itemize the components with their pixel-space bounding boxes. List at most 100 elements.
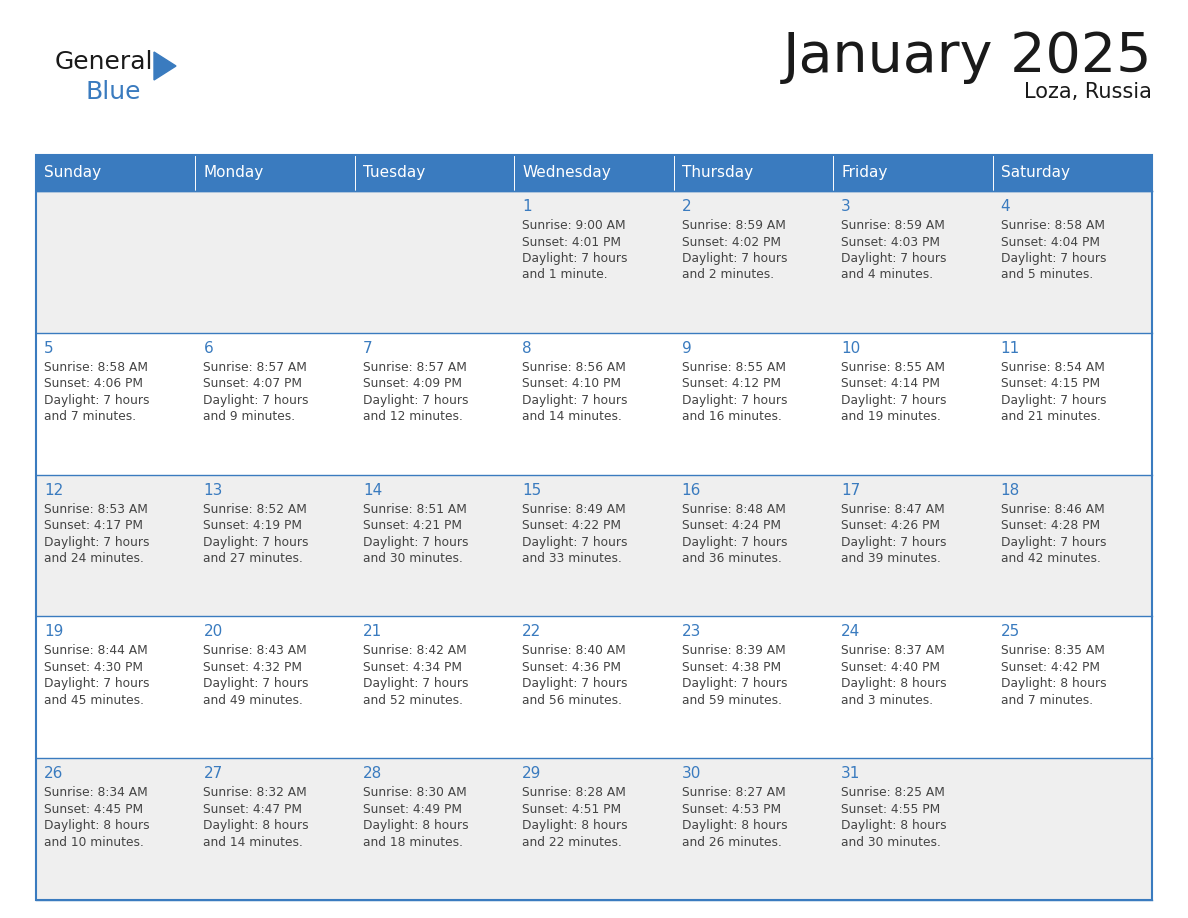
Text: Sunrise: 8:32 AM: Sunrise: 8:32 AM xyxy=(203,786,308,800)
Text: and 7 minutes.: and 7 minutes. xyxy=(44,410,137,423)
Text: Sunrise: 8:58 AM: Sunrise: 8:58 AM xyxy=(1000,219,1105,232)
Bar xyxy=(674,475,833,616)
Bar xyxy=(514,616,674,758)
Text: 10: 10 xyxy=(841,341,860,356)
Text: 18: 18 xyxy=(1000,483,1019,498)
Bar xyxy=(674,333,833,475)
Text: Daylight: 7 hours: Daylight: 7 hours xyxy=(362,394,468,407)
Bar xyxy=(36,475,196,616)
Text: 26: 26 xyxy=(44,767,63,781)
Text: and 22 minutes.: and 22 minutes. xyxy=(523,835,623,849)
Text: Sunrise: 8:40 AM: Sunrise: 8:40 AM xyxy=(523,644,626,657)
Text: Sunset: 4:36 PM: Sunset: 4:36 PM xyxy=(523,661,621,674)
Bar xyxy=(992,333,1152,475)
Bar xyxy=(833,616,992,758)
Text: Daylight: 7 hours: Daylight: 7 hours xyxy=(1000,252,1106,265)
Text: Sunset: 4:34 PM: Sunset: 4:34 PM xyxy=(362,661,462,674)
Text: Sunrise: 8:39 AM: Sunrise: 8:39 AM xyxy=(682,644,785,657)
Text: Sunset: 4:02 PM: Sunset: 4:02 PM xyxy=(682,236,781,249)
Text: Saturday: Saturday xyxy=(1000,165,1069,181)
Text: and 18 minutes.: and 18 minutes. xyxy=(362,835,463,849)
Text: Daylight: 7 hours: Daylight: 7 hours xyxy=(523,252,627,265)
Text: Sunrise: 8:53 AM: Sunrise: 8:53 AM xyxy=(44,502,147,516)
Text: Daylight: 8 hours: Daylight: 8 hours xyxy=(841,819,947,833)
Polygon shape xyxy=(154,52,176,80)
Text: 24: 24 xyxy=(841,624,860,640)
Text: 25: 25 xyxy=(1000,624,1019,640)
Text: Sunrise: 8:57 AM: Sunrise: 8:57 AM xyxy=(203,361,308,374)
Text: Sunrise: 8:48 AM: Sunrise: 8:48 AM xyxy=(682,502,785,516)
Text: Sunrise: 8:49 AM: Sunrise: 8:49 AM xyxy=(523,502,626,516)
Text: and 52 minutes.: and 52 minutes. xyxy=(362,694,463,707)
Text: Sunset: 4:24 PM: Sunset: 4:24 PM xyxy=(682,519,781,532)
Text: and 2 minutes.: and 2 minutes. xyxy=(682,268,773,282)
Text: Blue: Blue xyxy=(86,80,140,104)
Text: Sunset: 4:49 PM: Sunset: 4:49 PM xyxy=(362,802,462,816)
Bar xyxy=(833,333,992,475)
Text: and 33 minutes.: and 33 minutes. xyxy=(523,552,623,565)
Bar xyxy=(674,616,833,758)
Text: 14: 14 xyxy=(362,483,383,498)
Text: Sunrise: 8:27 AM: Sunrise: 8:27 AM xyxy=(682,786,785,800)
Text: Sunset: 4:15 PM: Sunset: 4:15 PM xyxy=(1000,377,1100,390)
Text: and 30 minutes.: and 30 minutes. xyxy=(362,552,463,565)
Bar xyxy=(196,191,355,333)
Bar xyxy=(196,616,355,758)
Text: 30: 30 xyxy=(682,767,701,781)
Text: and 3 minutes.: and 3 minutes. xyxy=(841,694,934,707)
Text: 22: 22 xyxy=(523,624,542,640)
Text: Sunset: 4:21 PM: Sunset: 4:21 PM xyxy=(362,519,462,532)
Bar xyxy=(36,758,196,900)
Bar xyxy=(674,191,833,333)
Text: and 1 minute.: and 1 minute. xyxy=(523,268,608,282)
Text: Daylight: 7 hours: Daylight: 7 hours xyxy=(523,394,627,407)
Bar xyxy=(514,758,674,900)
Text: Sunset: 4:01 PM: Sunset: 4:01 PM xyxy=(523,236,621,249)
Text: and 14 minutes.: and 14 minutes. xyxy=(523,410,623,423)
Text: and 56 minutes.: and 56 minutes. xyxy=(523,694,623,707)
Text: 29: 29 xyxy=(523,767,542,781)
Text: and 16 minutes.: and 16 minutes. xyxy=(682,410,782,423)
Text: Sunrise: 8:58 AM: Sunrise: 8:58 AM xyxy=(44,361,148,374)
Text: Sunset: 4:10 PM: Sunset: 4:10 PM xyxy=(523,377,621,390)
Text: Sunrise: 8:25 AM: Sunrise: 8:25 AM xyxy=(841,786,944,800)
Text: Sunrise: 8:59 AM: Sunrise: 8:59 AM xyxy=(682,219,785,232)
Text: 5: 5 xyxy=(44,341,53,356)
Text: Sunset: 4:09 PM: Sunset: 4:09 PM xyxy=(362,377,462,390)
Text: 7: 7 xyxy=(362,341,373,356)
Bar xyxy=(992,155,1152,191)
Bar xyxy=(992,475,1152,616)
Text: Friday: Friday xyxy=(841,165,887,181)
Text: Daylight: 7 hours: Daylight: 7 hours xyxy=(682,535,788,549)
Text: Sunrise: 8:55 AM: Sunrise: 8:55 AM xyxy=(841,361,946,374)
Text: 21: 21 xyxy=(362,624,383,640)
Text: 31: 31 xyxy=(841,767,860,781)
Text: Sunrise: 8:35 AM: Sunrise: 8:35 AM xyxy=(1000,644,1105,657)
Text: Sunset: 4:07 PM: Sunset: 4:07 PM xyxy=(203,377,303,390)
Text: and 14 minutes.: and 14 minutes. xyxy=(203,835,303,849)
Text: 19: 19 xyxy=(44,624,63,640)
Text: Thursday: Thursday xyxy=(682,165,753,181)
Text: and 5 minutes.: and 5 minutes. xyxy=(1000,268,1093,282)
Text: Daylight: 7 hours: Daylight: 7 hours xyxy=(203,677,309,690)
Bar xyxy=(514,475,674,616)
Text: Daylight: 8 hours: Daylight: 8 hours xyxy=(841,677,947,690)
Text: 12: 12 xyxy=(44,483,63,498)
Bar xyxy=(355,155,514,191)
Text: Loza, Russia: Loza, Russia xyxy=(1024,82,1152,102)
Text: Daylight: 7 hours: Daylight: 7 hours xyxy=(44,394,150,407)
Bar xyxy=(36,155,196,191)
Text: and 42 minutes.: and 42 minutes. xyxy=(1000,552,1100,565)
Bar xyxy=(196,333,355,475)
Text: Daylight: 7 hours: Daylight: 7 hours xyxy=(523,535,627,549)
Text: Wednesday: Wednesday xyxy=(523,165,611,181)
Text: Sunset: 4:32 PM: Sunset: 4:32 PM xyxy=(203,661,303,674)
Text: Daylight: 7 hours: Daylight: 7 hours xyxy=(841,535,947,549)
Text: Daylight: 7 hours: Daylight: 7 hours xyxy=(44,535,150,549)
Bar xyxy=(833,155,992,191)
Bar xyxy=(355,475,514,616)
Text: Sunrise: 8:56 AM: Sunrise: 8:56 AM xyxy=(523,361,626,374)
Text: Daylight: 7 hours: Daylight: 7 hours xyxy=(1000,394,1106,407)
Text: Sunset: 4:30 PM: Sunset: 4:30 PM xyxy=(44,661,143,674)
Bar xyxy=(355,191,514,333)
